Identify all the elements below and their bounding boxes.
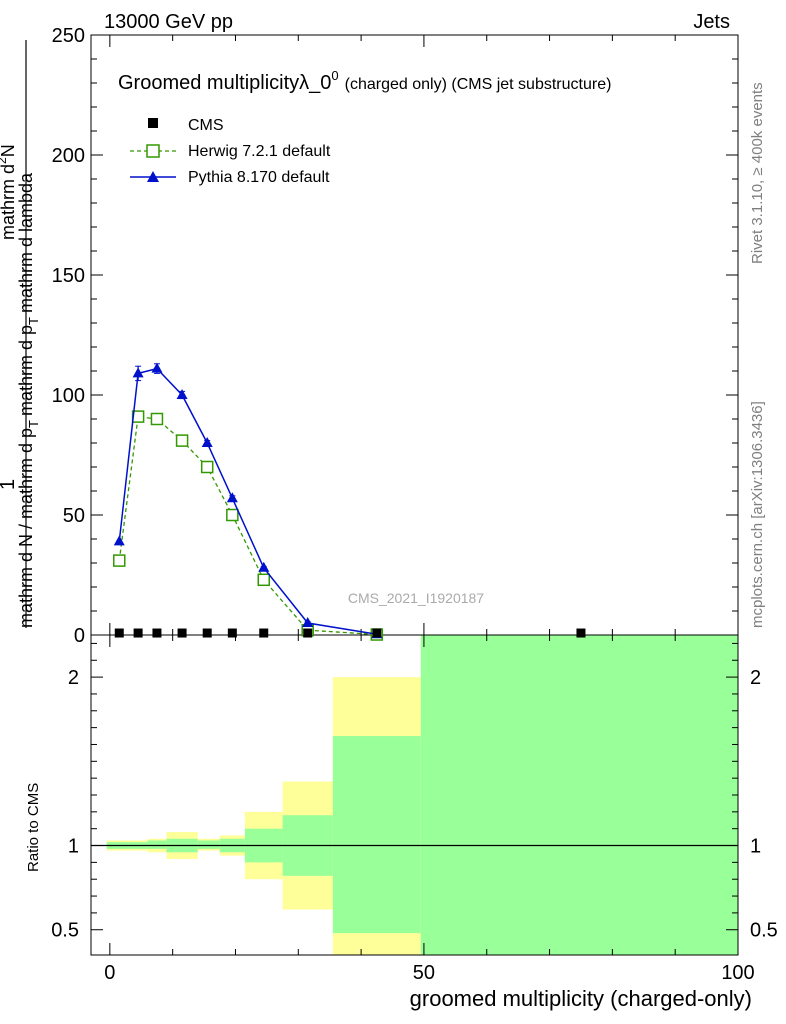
main-ytick-label: 250: [52, 25, 85, 47]
herwig-point: [257, 573, 270, 587]
legend-pythia-label: Pythia 8.170 default: [188, 169, 330, 186]
ratio-bands: [91, 635, 738, 955]
ylabel-upper: mathrm d2N: [0, 144, 18, 240]
ratio-band-inner: [420, 635, 738, 955]
cms-point: [576, 628, 586, 638]
ratio-band-inner: [197, 840, 220, 849]
x-axis-label: groomed multiplicity (charged-only): [410, 986, 752, 1011]
cms-point: [227, 628, 237, 638]
ratio-ylabel: Ratio to CMS: [25, 783, 42, 872]
rivet-label: Rivet 3.1.10, ≥ 400k events: [749, 82, 766, 264]
ratio-ytick-label: 1: [68, 836, 79, 858]
mcplots-label: mcplots.cern.ch [arXiv:1306.3436]: [749, 401, 766, 628]
series-layer: [113, 362, 586, 641]
axis-ticks: 0 50 100 150 200 250 0.5 0.5 1 1 2 2 0 50 100: [51, 25, 778, 984]
xtick-label: 50: [413, 962, 435, 984]
header-left: 13000 GeV pp: [104, 11, 233, 33]
chart-title: Groomed multiplicityλ_00(charged only) (…: [118, 68, 611, 94]
main-ytick-label: 50: [63, 505, 85, 527]
pythia-point: [258, 561, 270, 572]
watermark: CMS_2021_I1920187: [348, 590, 484, 606]
cms-point: [303, 628, 313, 638]
main-ytick-label: 200: [52, 145, 85, 167]
cms-point: [259, 628, 269, 638]
main-ytick-label: 150: [52, 265, 85, 287]
y-axis-label: 1 mathrm d N / mathrm d pTmathrm d pTmat…: [0, 40, 41, 628]
pythia-point: [151, 362, 163, 373]
header-right: Jets: [693, 11, 730, 33]
legend-pythia-marker: [147, 171, 159, 182]
xtick-label: 100: [721, 962, 754, 984]
herwig-point: [175, 434, 189, 447]
cms-point: [114, 628, 124, 638]
ratio-ytick-label: 0.5: [51, 920, 79, 942]
legend-herwig-marker: [146, 144, 160, 158]
ratio-ytick-label-right: 1: [750, 836, 761, 858]
cms-point: [372, 628, 382, 638]
ratio-ytick-label-right: 0.5: [750, 920, 778, 942]
ylabel-denominator: mathrm d N / mathrm d pTmathrm d pTmathr…: [16, 172, 41, 628]
pythia-point: [302, 617, 314, 627]
cms-point: [177, 628, 187, 638]
xtick-label: 0: [104, 962, 115, 984]
herwig-line: [118, 415, 377, 636]
pythia-point: [226, 492, 238, 503]
pythia-point: [201, 437, 213, 447]
pythia-point: [113, 535, 125, 546]
herwig-point: [200, 460, 214, 474]
ratio-band-inner: [332, 736, 421, 934]
ratio-ytick-label-right: 2: [750, 667, 761, 689]
cms-point: [152, 628, 162, 638]
main-ytick-label: 100: [52, 385, 85, 407]
herwig-point: [150, 412, 164, 426]
ratio-band-inner: [147, 840, 167, 849]
ylabel-numerator: 1: [0, 479, 19, 490]
ratio-ytick-label: 2: [68, 667, 79, 689]
cms-point: [202, 628, 212, 638]
pythia-point: [132, 367, 144, 378]
legend-herwig-label: Herwig 7.2.1 default: [188, 143, 331, 160]
cms-point: [133, 628, 143, 638]
main-ytick-label: 0: [74, 625, 85, 647]
legend-cms-marker: [148, 118, 158, 128]
herwig-point: [226, 508, 239, 522]
legend-cms-label: CMS: [188, 117, 224, 134]
pythia-point: [176, 389, 188, 399]
herwig-point: [113, 554, 126, 567]
pythia-line: [118, 367, 377, 636]
legend: CMS Herwig 7.2.1 default Pythia 8.170 de…: [130, 117, 331, 186]
